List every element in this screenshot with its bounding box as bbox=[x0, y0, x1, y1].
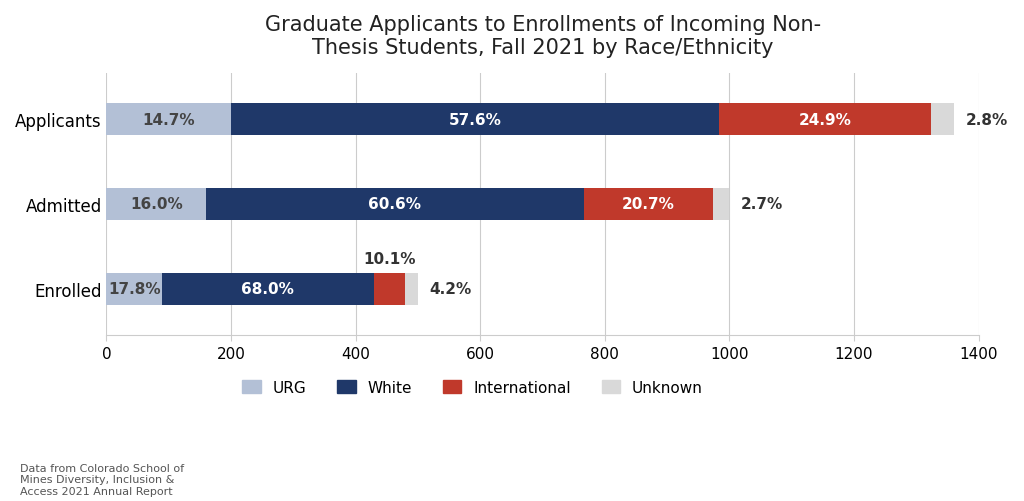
Bar bbox=[106, 188, 206, 220]
Text: 17.8%: 17.8% bbox=[108, 282, 161, 297]
Bar bbox=[206, 188, 584, 220]
Bar bbox=[374, 273, 404, 305]
Text: 10.1%: 10.1% bbox=[364, 252, 416, 266]
Bar bbox=[106, 273, 162, 305]
Legend: URG, White, International, Unknown: URG, White, International, Unknown bbox=[237, 374, 709, 401]
Text: 2.8%: 2.8% bbox=[966, 113, 1008, 127]
Text: 2.7%: 2.7% bbox=[740, 197, 783, 212]
Text: 16.0%: 16.0% bbox=[130, 197, 182, 212]
Bar bbox=[106, 104, 231, 136]
Text: 24.9%: 24.9% bbox=[799, 113, 852, 127]
Text: 4.2%: 4.2% bbox=[429, 282, 471, 297]
Bar bbox=[584, 188, 713, 220]
Text: 14.7%: 14.7% bbox=[142, 113, 196, 127]
Bar bbox=[162, 273, 374, 305]
Bar bbox=[404, 273, 418, 305]
Text: 57.6%: 57.6% bbox=[449, 113, 502, 127]
Text: 68.0%: 68.0% bbox=[242, 282, 294, 297]
Bar bbox=[931, 104, 954, 136]
Text: 60.6%: 60.6% bbox=[369, 197, 422, 212]
Bar bbox=[720, 104, 931, 136]
Text: Data from Colorado School of
Mines Diversity, Inclusion &
Access 2021 Annual Rep: Data from Colorado School of Mines Diver… bbox=[20, 463, 184, 496]
Bar bbox=[231, 104, 720, 136]
Title: Graduate Applicants to Enrollments of Incoming Non-
Thesis Students, Fall 2021 b: Graduate Applicants to Enrollments of In… bbox=[264, 15, 820, 58]
Bar bbox=[713, 188, 729, 220]
Text: 20.7%: 20.7% bbox=[622, 197, 675, 212]
